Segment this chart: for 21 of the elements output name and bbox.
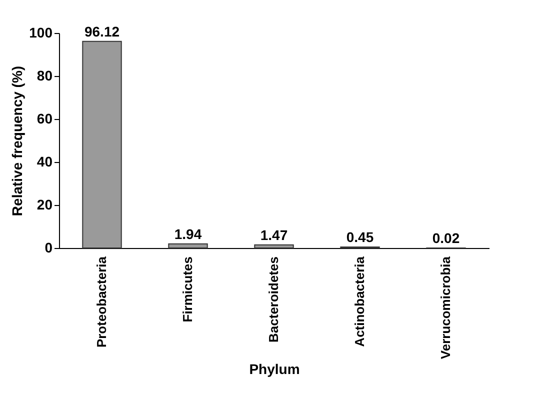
- x-tick-label: Firmicutes: [180, 256, 195, 322]
- data-label: 96.12: [84, 23, 120, 40]
- y-tick-label: 100: [29, 24, 53, 40]
- bar: [168, 243, 208, 248]
- x-tick-label: Proteobacteria: [94, 256, 109, 348]
- bar: [82, 40, 122, 248]
- y-tick-label: 80: [36, 68, 53, 84]
- y-tick-label: 0: [44, 240, 53, 256]
- data-label: 0.02: [432, 230, 460, 246]
- data-label: 1.47: [260, 226, 288, 243]
- y-tick-label: 60: [36, 110, 53, 126]
- x-tick-label: Actinobacteria: [352, 256, 367, 347]
- y-tick-label: 40: [36, 154, 53, 170]
- x-tick-label: Verrucomicrobia: [438, 256, 453, 360]
- x-tick-label: Bacteroidetes: [266, 256, 281, 342]
- data-label: 0.45: [346, 229, 374, 246]
- x-axis-title: Phylum: [249, 361, 300, 378]
- y-axis-title: Relative frequency (%): [9, 66, 26, 216]
- y-tick-label: 20: [36, 196, 53, 212]
- bar: [254, 244, 294, 248]
- data-label: 1.94: [174, 226, 202, 242]
